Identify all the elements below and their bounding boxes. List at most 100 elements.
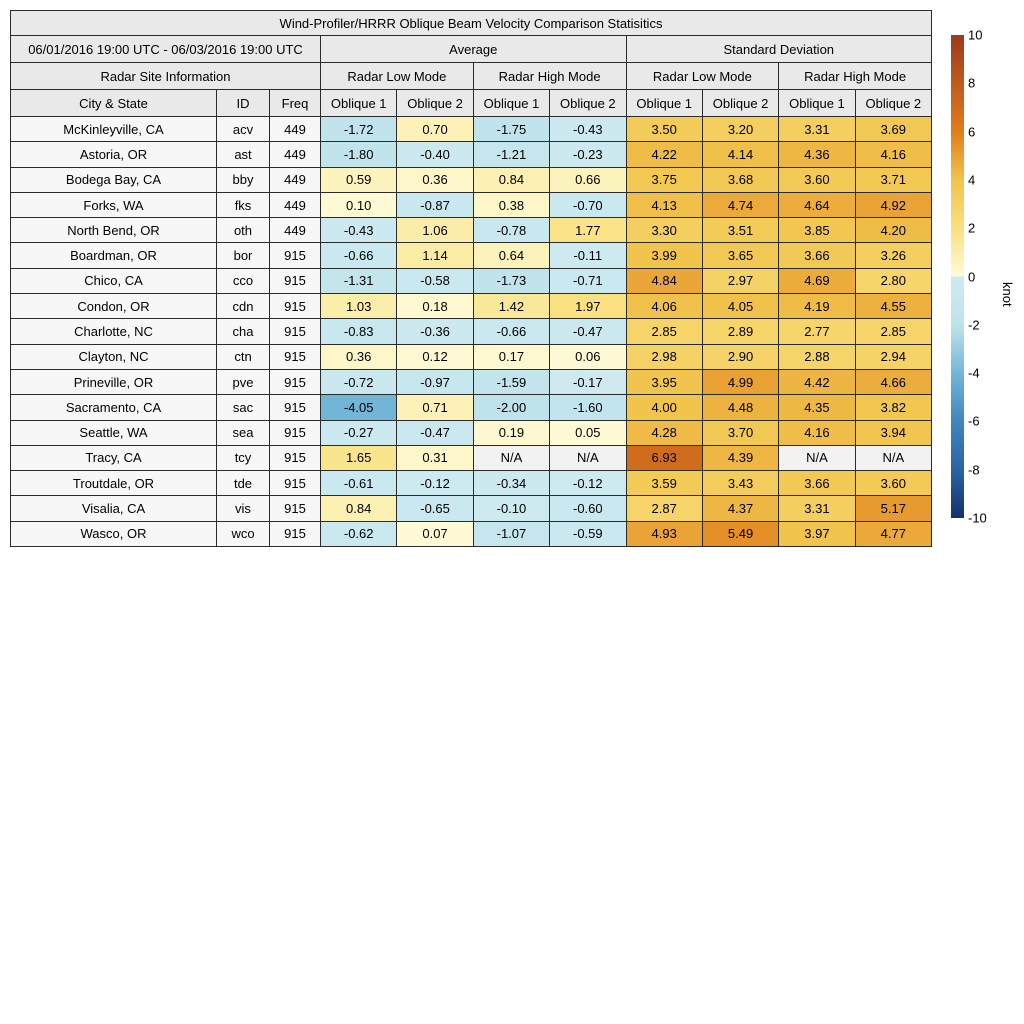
value-cell: -0.62: [321, 521, 397, 546]
value-cell: 4.48: [702, 395, 779, 420]
col-header-oblique1: Oblique 1: [321, 90, 397, 116]
value-cell: 2.94: [855, 344, 931, 369]
value-cell: 3.43: [702, 471, 779, 496]
value-cell: 3.99: [626, 243, 702, 268]
site-id-cell: vis: [217, 496, 269, 521]
value-cell: -0.66: [321, 243, 397, 268]
site-id-cell: cco: [217, 268, 269, 294]
value-cell: -0.66: [473, 319, 550, 344]
site-id-cell: cha: [217, 319, 269, 344]
city-state-cell: Bodega Bay, CA: [11, 167, 216, 192]
colorbar-tick-label: 2: [968, 220, 976, 236]
value-cell: 0.05: [550, 420, 626, 445]
std-low-mode-header: Radar Low Mode: [626, 63, 779, 89]
value-cell: 4.69: [779, 268, 855, 294]
value-cell: 3.59: [626, 471, 702, 496]
value-cell: 3.31: [779, 117, 855, 142]
value-cell: 4.06: [626, 294, 702, 319]
value-cell: 3.68: [702, 167, 779, 192]
site-id-cell: sea: [217, 420, 269, 445]
value-cell: 0.31: [397, 445, 473, 471]
value-cell: 3.60: [779, 167, 855, 192]
colorbar-tick-label: 10: [968, 27, 983, 43]
value-cell: -0.23: [550, 142, 626, 167]
value-cell: 4.99: [702, 369, 779, 395]
value-cell: 4.28: [626, 420, 702, 445]
value-cell: -1.80: [321, 142, 397, 167]
freq-cell: 915: [270, 395, 320, 420]
col-header-oblique2: Oblique 2: [855, 90, 931, 116]
col-header-oblique2: Oblique 2: [550, 90, 626, 116]
city-state-cell: North Bend, OR: [11, 218, 216, 243]
value-cell: 0.18: [397, 294, 473, 319]
value-cell: 4.37: [702, 496, 779, 521]
value-cell: 4.42: [779, 369, 855, 395]
site-id-cell: oth: [217, 218, 269, 243]
city-state-cell: Boardman, OR: [11, 243, 216, 268]
value-cell: 4.20: [855, 218, 931, 243]
value-cell: 0.70: [397, 117, 473, 142]
value-cell: -0.34: [473, 471, 550, 496]
value-cell: 3.70: [702, 420, 779, 445]
value-cell: -0.17: [550, 369, 626, 395]
value-cell: 4.19: [779, 294, 855, 319]
value-cell: -0.58: [397, 268, 473, 294]
value-cell: 2.87: [626, 496, 702, 521]
avg-high-mode-header: Radar High Mode: [473, 63, 626, 89]
value-cell: -0.12: [397, 471, 473, 496]
value-cell: -0.11: [550, 243, 626, 268]
value-cell: 3.95: [626, 369, 702, 395]
value-cell: 2.77: [779, 319, 855, 344]
value-cell: -0.60: [550, 496, 626, 521]
freq-cell: 915: [270, 445, 320, 471]
freq-cell: 915: [270, 369, 320, 395]
colorbar-tick-label: -6: [968, 413, 980, 429]
value-cell: -0.65: [397, 496, 473, 521]
value-cell: -1.60: [550, 395, 626, 420]
value-cell: 0.59: [321, 167, 397, 192]
value-cell: -0.97: [397, 369, 473, 395]
value-cell: 3.30: [626, 218, 702, 243]
city-state-cell: Clayton, NC: [11, 344, 216, 369]
site-id-cell: pve: [217, 369, 269, 395]
value-cell: 1.14: [397, 243, 473, 268]
value-cell: 4.84: [626, 268, 702, 294]
freq-cell: 449: [270, 218, 320, 243]
value-cell: 3.66: [779, 243, 855, 268]
value-cell: 3.75: [626, 167, 702, 192]
value-cell: 3.51: [702, 218, 779, 243]
city-state-cell: Wasco, OR: [11, 521, 216, 546]
freq-cell: 915: [270, 420, 320, 445]
value-cell: 3.85: [779, 218, 855, 243]
statistics-table: Wind-Profiler/HRRR Oblique Beam Velocity…: [10, 10, 932, 547]
value-cell: -0.12: [550, 471, 626, 496]
date-range: 06/01/2016 19:00 UTC - 06/03/2016 19:00 …: [11, 36, 320, 62]
value-cell: 3.31: [779, 496, 855, 521]
city-state-cell: Chico, CA: [11, 268, 216, 294]
value-cell: -0.36: [397, 319, 473, 344]
value-cell: 4.35: [779, 395, 855, 420]
value-cell: -0.83: [321, 319, 397, 344]
col-header-oblique1: Oblique 1: [473, 90, 550, 116]
group-header-standard-deviation: Standard Deviation: [626, 36, 931, 62]
value-cell: -0.47: [397, 420, 473, 445]
value-cell: 4.14: [702, 142, 779, 167]
site-id-cell: fks: [217, 192, 269, 218]
col-header-id: ID: [217, 90, 269, 116]
value-cell: -0.71: [550, 268, 626, 294]
colorbar-tick-label: -4: [968, 365, 980, 381]
value-cell: 4.66: [855, 369, 931, 395]
value-cell: 0.71: [397, 395, 473, 420]
value-cell: 0.84: [321, 496, 397, 521]
freq-cell: 449: [270, 192, 320, 218]
site-id-cell: cdn: [217, 294, 269, 319]
freq-cell: 915: [270, 243, 320, 268]
value-cell: -0.10: [473, 496, 550, 521]
value-cell: 5.49: [702, 521, 779, 546]
value-cell: 4.74: [702, 192, 779, 218]
site-id-cell: bby: [217, 167, 269, 192]
value-cell: -4.05: [321, 395, 397, 420]
city-state-cell: Charlotte, NC: [11, 319, 216, 344]
city-state-cell: Troutdale, OR: [11, 471, 216, 496]
value-cell: -0.43: [550, 117, 626, 142]
